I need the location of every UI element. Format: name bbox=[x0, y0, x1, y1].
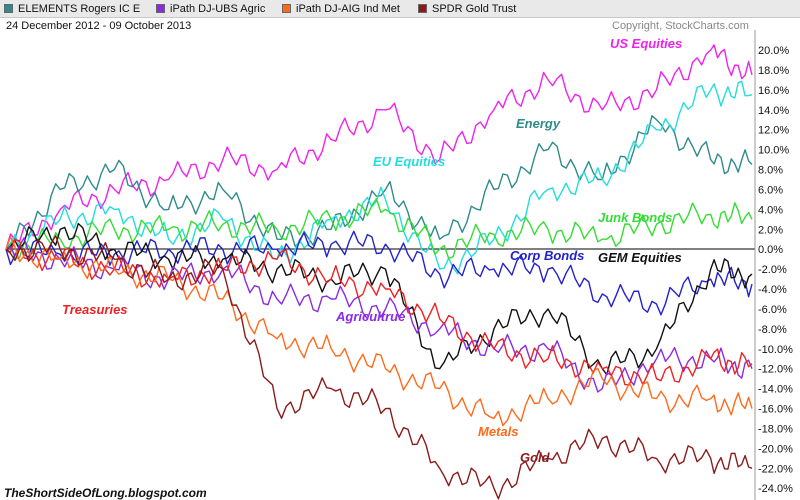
annotation-gold: Gold bbox=[520, 450, 551, 465]
legend-swatch bbox=[418, 4, 427, 13]
y-tick-label: 12.0% bbox=[758, 125, 789, 137]
y-tick-label: -8.0% bbox=[758, 324, 787, 336]
legend-item-agric[interactable]: iPath DJ-UBS Agric bbox=[156, 2, 265, 15]
series-line-corp-bonds bbox=[5, 230, 753, 316]
y-tick-label: -12.0% bbox=[758, 364, 793, 376]
copyright-text: Copyright, StockCharts.com bbox=[612, 20, 749, 32]
y-tick-label: 0.0% bbox=[758, 244, 783, 256]
y-tick-label: -24.0% bbox=[758, 483, 793, 495]
legend-item-rogers-energy[interactable]: ELEMENTS Rogers IC E bbox=[4, 2, 140, 15]
y-tick-label: -6.0% bbox=[758, 304, 787, 316]
annotation-us-equities: US Equities bbox=[610, 36, 682, 51]
series-annotations: US Equities Energy EU Equities Junk Bonds Co… bbox=[62, 36, 682, 465]
series-line-metals bbox=[5, 236, 753, 427]
annotation-agricultrue: Agricultrue bbox=[335, 309, 405, 324]
y-tick-label: -14.0% bbox=[758, 384, 793, 396]
legend-label: iPath DJ-AIG Ind Met bbox=[296, 2, 400, 15]
y-tick-label: 8.0% bbox=[758, 165, 783, 177]
annotation-energy: Energy bbox=[516, 116, 561, 131]
y-tick-label: -18.0% bbox=[758, 423, 793, 435]
series-line-gem-equities bbox=[5, 222, 753, 376]
annotation-junk-bonds: Junk Bonds bbox=[598, 210, 672, 225]
annotation-gem-equities: GEM Equities bbox=[598, 250, 682, 265]
y-tick-label: -22.0% bbox=[758, 463, 793, 475]
y-tick-label: -16.0% bbox=[758, 404, 793, 416]
y-tick-label: 20.0% bbox=[758, 45, 789, 57]
y-tick-label: 16.0% bbox=[758, 85, 789, 97]
y-tick-label: -20.0% bbox=[758, 443, 793, 455]
y-tick-label: 4.0% bbox=[758, 204, 783, 216]
series-line-gold bbox=[5, 235, 753, 500]
y-tick-label: 14.0% bbox=[758, 105, 789, 117]
legend-swatch bbox=[156, 4, 165, 13]
legend-swatch bbox=[282, 4, 291, 13]
y-tick-label: 2.0% bbox=[758, 224, 783, 236]
y-tick-label: -2.0% bbox=[758, 264, 787, 276]
annotation-treasuries: Treasuries bbox=[62, 302, 128, 317]
series-line-energy bbox=[5, 115, 753, 250]
series-line-eu-equities bbox=[5, 80, 753, 275]
legend-item-gold-trust[interactable]: SPDR Gold Trust bbox=[418, 2, 516, 15]
legend-label: iPath DJ-UBS Agric bbox=[170, 2, 266, 15]
y-tick-labels: 20.0% 18.0% 16.0% 14.0% 12.0% 10.0% 8.0% 6.0% 4.… bbox=[758, 45, 793, 495]
annotation-eu-equities: EU Equities bbox=[373, 154, 445, 169]
y-tick-label: -4.0% bbox=[758, 284, 787, 296]
series-line-treasuries bbox=[5, 238, 753, 386]
legend-item-ind-met[interactable]: iPath DJ-AIG Ind Met bbox=[282, 2, 400, 15]
legend-swatch bbox=[4, 4, 13, 13]
legend-label: ELEMENTS Rogers IC E bbox=[18, 2, 141, 15]
annotation-corp-bonds: Corp Bonds bbox=[510, 248, 584, 263]
series-layer bbox=[5, 44, 753, 500]
watermark: TheShortSideOfLong.blogspot.com bbox=[4, 486, 207, 500]
date-range: 24 December 2012 - 09 October 2013 bbox=[6, 20, 192, 32]
legend-bar: ELEMENTS Rogers IC E iPath DJ-UBS Agric … bbox=[0, 0, 800, 18]
y-tick-label: 10.0% bbox=[758, 145, 789, 157]
y-tick-label: 18.0% bbox=[758, 65, 789, 77]
legend-label: SPDR Gold Trust bbox=[432, 2, 517, 15]
annotation-metals: Metals bbox=[478, 424, 518, 439]
y-tick-label: -10.0% bbox=[758, 344, 793, 356]
y-tick-label: 6.0% bbox=[758, 184, 783, 196]
